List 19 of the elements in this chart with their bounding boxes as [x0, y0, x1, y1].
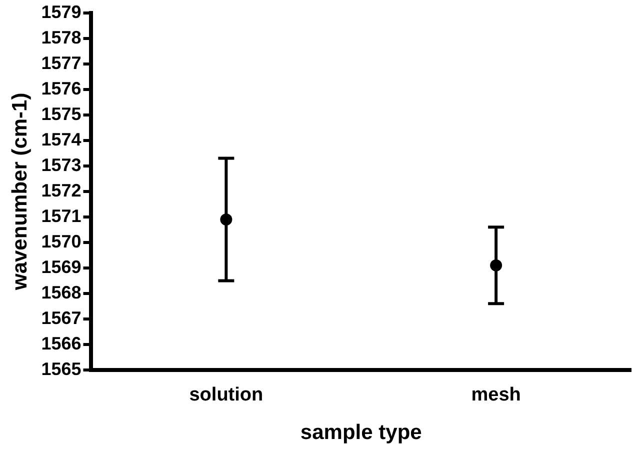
x-tick-label: solution — [189, 384, 264, 406]
y-tick-label: 1571 — [41, 206, 82, 226]
y-tick-label: 1569 — [41, 256, 82, 277]
y-tick-label: 1578 — [41, 27, 82, 48]
x-tick-label: mesh — [471, 384, 521, 406]
y-tick-label: 1576 — [41, 78, 82, 98]
y-tick-label: 1577 — [41, 52, 82, 73]
y-tick-label: 1566 — [41, 333, 82, 354]
x-axis-title: sample type — [300, 421, 422, 444]
y-tick-label: 1579 — [41, 2, 82, 22]
y-tick-label: 1575 — [41, 104, 82, 124]
y-tick-label: 1570 — [41, 231, 82, 252]
y-tick-label: 1565 — [41, 358, 82, 379]
y-tick-label: 1572 — [41, 180, 82, 200]
y-tick-label: 1574 — [41, 129, 82, 150]
y-tick-label: 1568 — [41, 282, 82, 302]
y-tick-label: 1567 — [41, 308, 82, 328]
y-axis-title: wavenumber (cm-1) — [8, 92, 32, 292]
y-tick-label: 1573 — [41, 154, 82, 175]
